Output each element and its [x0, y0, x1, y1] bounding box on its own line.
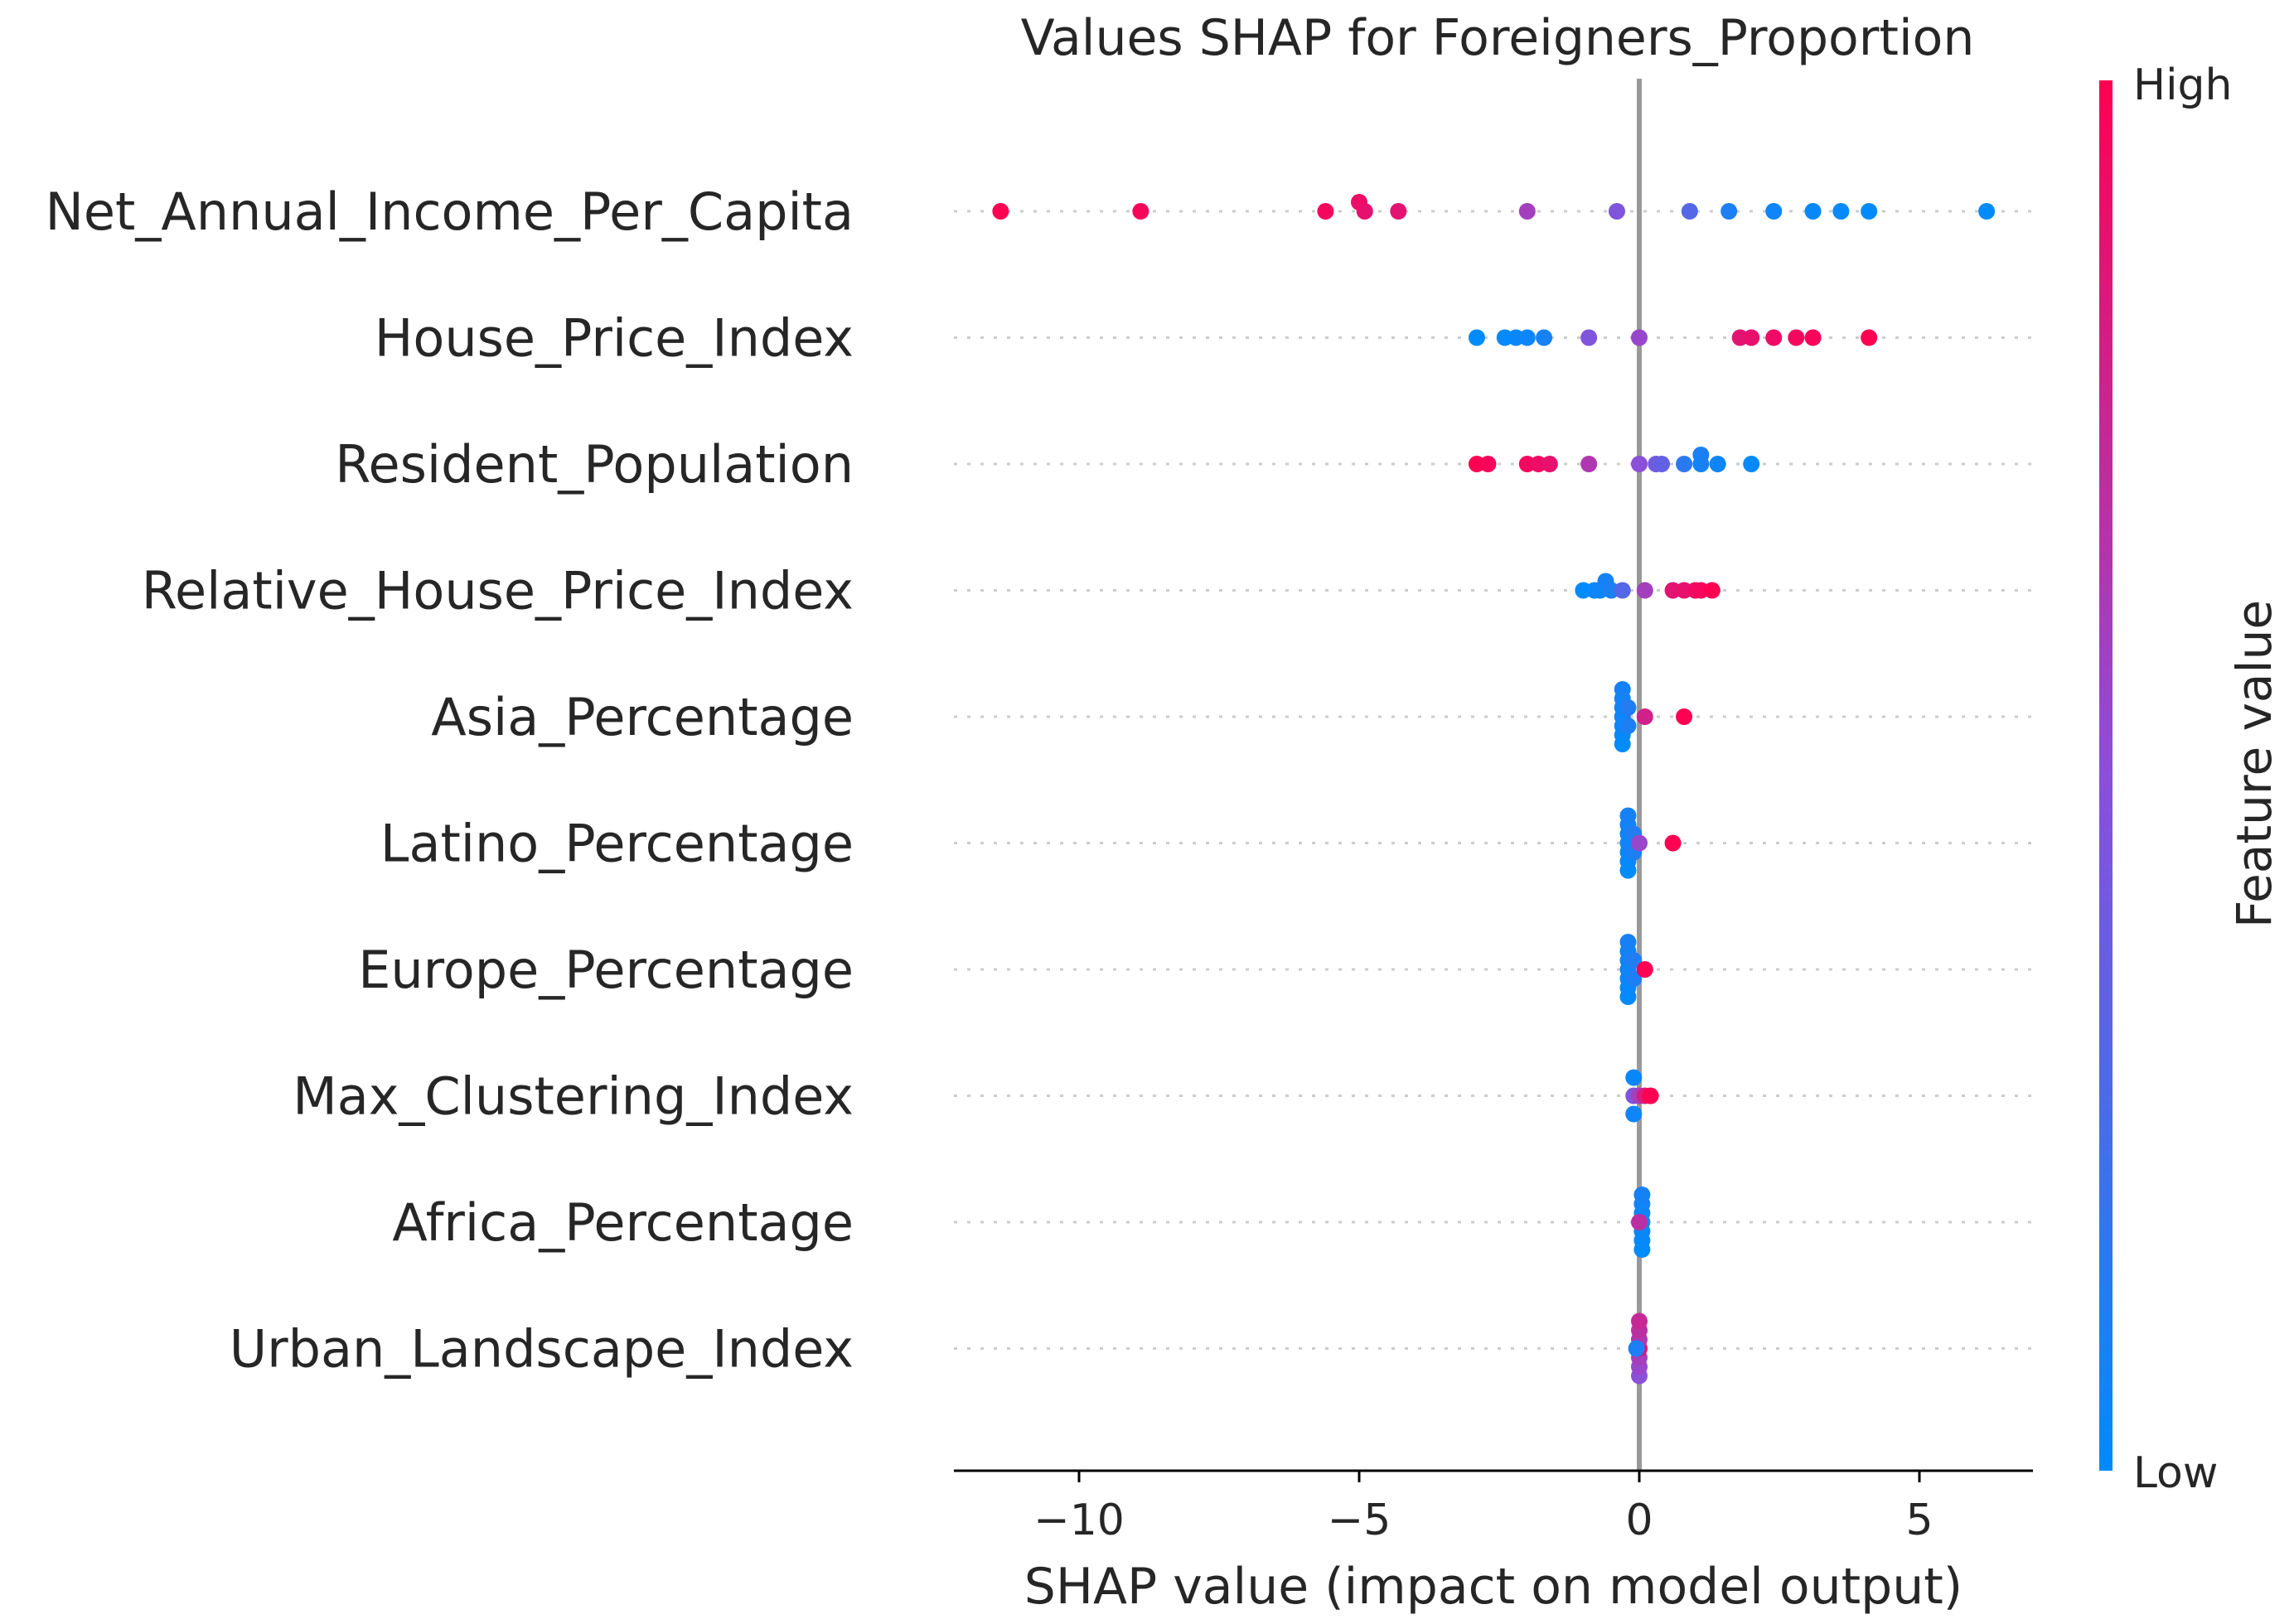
shap-point — [1614, 681, 1631, 698]
shap-point — [1636, 708, 1653, 725]
shap-point — [1536, 329, 1553, 346]
chart-title: Values SHAP for Foreigners_Proportion — [1021, 9, 1975, 67]
shap-point — [1580, 329, 1598, 346]
shap-point — [1631, 834, 1648, 852]
feature-label: Net_Annual_Income_Per_Capita — [46, 181, 854, 242]
shap-point — [1518, 203, 1536, 220]
shap-point — [1978, 203, 1996, 220]
shap-point — [1468, 329, 1485, 346]
feature-label: Resident_Population — [335, 434, 854, 495]
shap-point — [1390, 203, 1407, 220]
feature-label: Africa_Percentage — [392, 1192, 854, 1253]
shap-point — [1703, 582, 1720, 599]
shap-point — [1633, 1187, 1651, 1203]
shap-point — [1861, 329, 1878, 346]
feature-label: Urban_Landscape_Index — [230, 1319, 854, 1380]
shap-point — [1804, 329, 1822, 346]
shap-point — [1832, 203, 1850, 220]
shap-point — [1518, 329, 1536, 346]
shap-point — [1580, 456, 1598, 472]
colorbar-high-label: High — [2133, 60, 2233, 110]
x-tick-label: 0 — [1625, 1496, 1653, 1545]
shap-point — [1743, 456, 1760, 472]
colorbar-low-label: Low — [2133, 1448, 2218, 1498]
shap-point — [1614, 582, 1631, 599]
feature-label: Asia_Percentage — [431, 687, 854, 747]
feature-label: Europe_Percentage — [358, 940, 854, 1000]
shap-point — [1619, 934, 1637, 950]
shap-point — [1628, 1340, 1645, 1357]
feature-label: Max_Clustering_Index — [293, 1066, 854, 1127]
shap-point — [1676, 708, 1693, 725]
shap-point — [1804, 203, 1822, 220]
shap-point — [1636, 582, 1653, 599]
shap-point — [1642, 1087, 1659, 1104]
shap-point — [1356, 203, 1373, 220]
colorbar-title: Feature value — [2226, 600, 2282, 928]
shap-point — [1631, 329, 1648, 346]
shap-point — [1619, 699, 1637, 716]
shap-point — [1625, 970, 1643, 987]
shap-point — [1692, 456, 1710, 472]
shap-point — [1681, 203, 1698, 220]
shap-point — [1631, 456, 1648, 472]
shap-point — [992, 203, 1009, 220]
x-axis-ticks: −10 −5 0 5 — [1033, 1471, 1933, 1545]
x-tick-label: 5 — [1905, 1496, 1933, 1545]
x-tick-label: −10 — [1033, 1496, 1125, 1545]
shap-point — [1709, 456, 1726, 472]
shap-point — [1765, 329, 1783, 346]
x-axis-title: SHAP value (impact on model output) — [1024, 1558, 1962, 1616]
shap-point — [1636, 961, 1653, 978]
shap-point — [1619, 718, 1637, 734]
feature-rows: Net_Annual_Income_Per_Capita House_Price_… — [46, 181, 2033, 1380]
shap-point — [1631, 1214, 1648, 1230]
shap-point — [1608, 203, 1625, 220]
shap-point — [1317, 203, 1334, 220]
shap-point — [1625, 952, 1643, 969]
feature-label: House_Price_Index — [375, 308, 854, 369]
shap-point — [1743, 329, 1760, 346]
shap-point — [1653, 456, 1671, 472]
shap-point — [1619, 807, 1637, 824]
shap-point — [1765, 203, 1783, 220]
shap-point — [1479, 456, 1497, 472]
shap-point — [1720, 203, 1738, 220]
shap-point — [1625, 1105, 1643, 1123]
shap-point — [1625, 1069, 1643, 1086]
shap-point — [1861, 203, 1878, 220]
shap-point — [1541, 456, 1558, 472]
feature-label: Latino_Percentage — [380, 814, 854, 874]
shap-point — [1664, 834, 1682, 852]
shap-point — [1788, 329, 1805, 346]
x-tick-label: −5 — [1328, 1496, 1391, 1545]
shap-point — [1132, 203, 1149, 220]
colorbar — [2099, 80, 2113, 1471]
feature-label: Relative_House_Price_Index — [142, 561, 854, 621]
shap-point — [1676, 456, 1693, 472]
shap-points — [992, 194, 1996, 1385]
shap-point — [1631, 1312, 1648, 1330]
